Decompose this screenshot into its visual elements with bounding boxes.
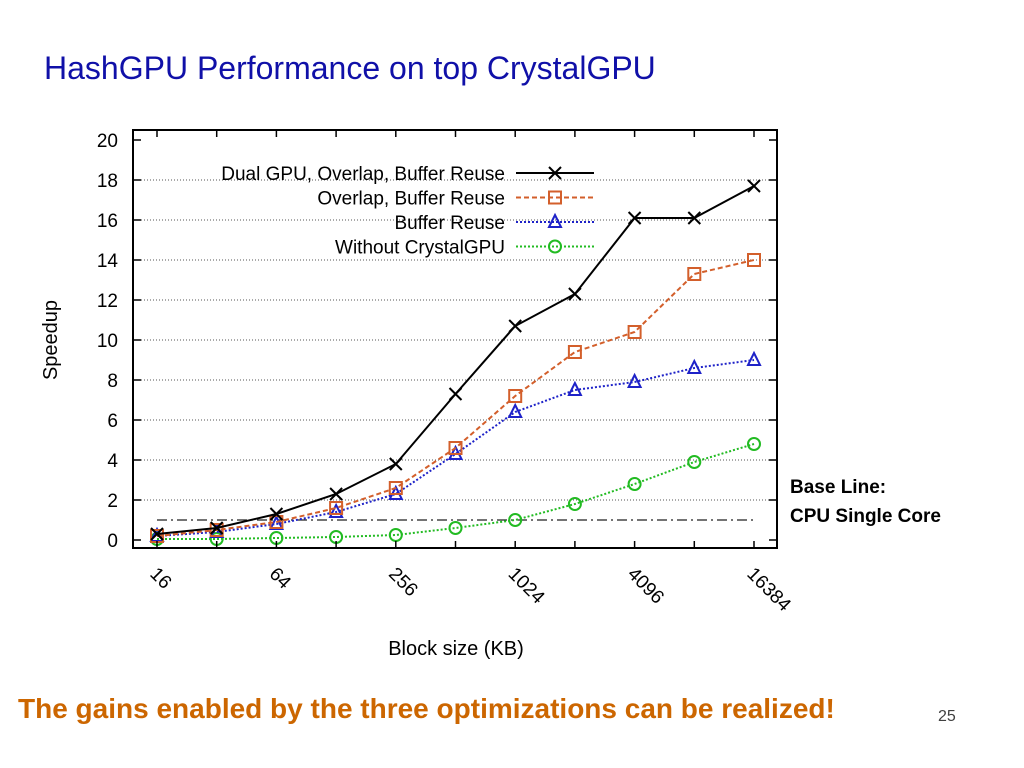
legend-label: Dual GPU, Overlap, Buffer Reuse <box>221 164 505 185</box>
data-point <box>448 521 463 535</box>
data-point <box>329 487 343 501</box>
y-tick-label: 8 <box>107 371 118 392</box>
baseline-note-line-1: Base Line: <box>790 477 887 498</box>
legend-label: Overlap, Buffer Reuse <box>317 189 505 210</box>
data-point <box>627 325 642 339</box>
data-point <box>328 502 344 518</box>
data-point <box>747 437 761 451</box>
page-number: 25 <box>938 708 956 725</box>
data-point <box>747 179 761 193</box>
series-line <box>156 359 755 537</box>
series-overlap-buffer-reuse <box>150 253 761 543</box>
data-point <box>687 267 702 281</box>
data-point <box>687 455 702 469</box>
x-tick-label: 64 <box>265 564 295 594</box>
data-point <box>507 402 523 418</box>
x-tick-label: 4096 <box>623 564 668 609</box>
data-point <box>150 527 164 541</box>
data-point <box>686 358 702 374</box>
y-tick-label: 2 <box>107 491 118 512</box>
legend-marker <box>548 190 562 205</box>
data-point <box>508 319 522 333</box>
y-tick-label: 18 <box>97 171 118 192</box>
data-point <box>209 523 224 537</box>
data-point <box>269 507 284 521</box>
data-point <box>627 477 642 491</box>
data-point <box>567 497 582 511</box>
x-tick-label: 256 <box>384 564 421 601</box>
data-point <box>389 457 403 471</box>
legend-marker <box>547 212 563 228</box>
data-point <box>508 389 523 403</box>
footer-statement: The gains enabled by the three optimizat… <box>18 693 835 724</box>
data-point <box>568 287 582 301</box>
series-line <box>156 259 755 537</box>
y-tick-label: 10 <box>97 331 118 352</box>
y-axis-label: Speedup <box>40 300 62 380</box>
y-tick-label: 12 <box>97 291 118 312</box>
data-point <box>626 372 643 388</box>
y-tick-label: 14 <box>97 251 119 272</box>
series-line <box>157 443 755 540</box>
legend: Dual GPU, Overlap, Buffer Reuse Overlap, … <box>221 164 594 259</box>
data-point <box>388 481 403 495</box>
y-tick-label: 20 <box>97 131 118 152</box>
legend-entry: Overlap, Buffer Reuse <box>317 189 594 210</box>
series-buffer-reuse <box>149 350 762 542</box>
data-point <box>388 528 403 542</box>
legend-entry: Buffer Reuse <box>394 212 594 234</box>
data-point <box>269 515 284 529</box>
y-tick-label: 6 <box>107 411 118 432</box>
series-without-crystalgpu <box>150 437 761 546</box>
x-tick-label: 16384 <box>742 564 795 617</box>
data-point <box>747 253 761 267</box>
y-tick-label: 16 <box>97 211 118 232</box>
data-point <box>329 501 344 515</box>
data-point <box>448 441 463 455</box>
data-point <box>448 387 463 401</box>
x-tick-label: 16 <box>145 564 175 594</box>
y-tick-label: 4 <box>107 451 118 472</box>
data-point <box>687 211 702 225</box>
baseline-note-line-2: CPU Single Core <box>790 506 941 527</box>
data-point <box>567 345 582 359</box>
legend-marker <box>548 239 562 254</box>
series-layer <box>149 179 762 546</box>
slide-title: HashGPU Performance on top CrystalGPU <box>44 50 656 86</box>
legend-label: Without CrystalGPU <box>335 238 505 259</box>
x-tick-label: 1024 <box>504 564 549 609</box>
data-point <box>508 513 523 527</box>
data-point <box>746 350 762 366</box>
series-dual-gpu-overlap-buffer-reuse <box>150 179 761 541</box>
baseline-note: Base Line: CPU Single Core <box>790 473 941 531</box>
legend-marker <box>548 166 562 180</box>
x-axis-label: Block size (KB) <box>388 638 524 660</box>
y-tick-label: 0 <box>107 531 118 552</box>
data-point <box>627 211 642 225</box>
data-point <box>209 521 224 535</box>
legend-entry: Dual GPU, Overlap, Buffer Reuse <box>221 164 594 185</box>
data-point <box>567 380 583 396</box>
legend-entry: Without CrystalGPU <box>335 238 594 259</box>
legend-label: Buffer Reuse <box>394 213 505 234</box>
